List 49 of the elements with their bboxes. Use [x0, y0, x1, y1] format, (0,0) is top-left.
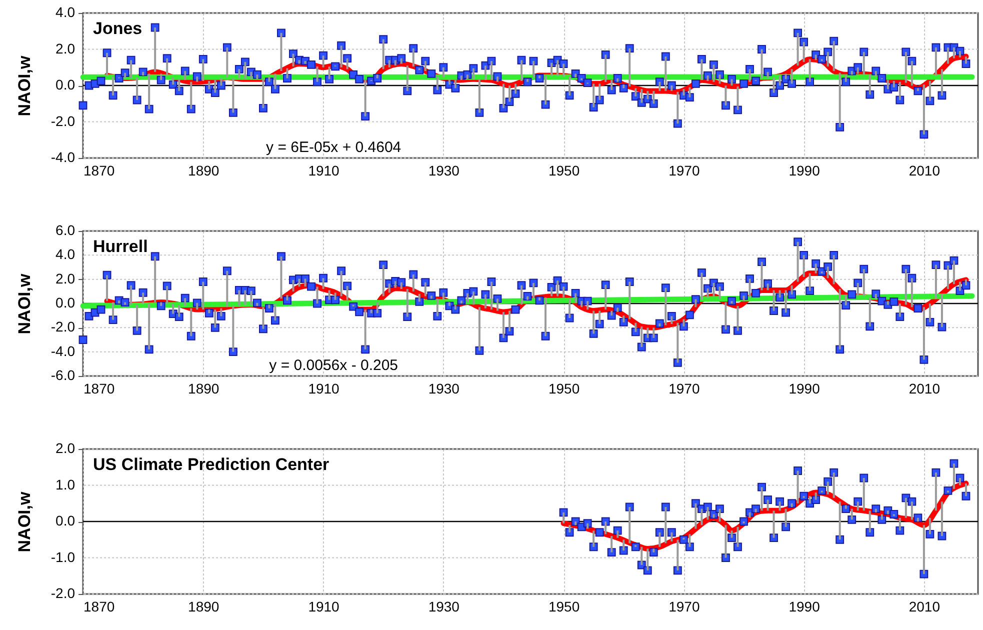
x-tick-label: 1990	[788, 598, 820, 614]
annotation: y = 6E-05x + 0.4604	[266, 139, 402, 156]
x-tick-label: 1950	[548, 598, 580, 614]
x-tick-label: 1970	[668, 598, 700, 614]
y-tick-label: -2.0	[50, 112, 76, 129]
annotation: y = 0.0056x - 0.205	[269, 357, 398, 374]
y-tick-label: -2.0	[50, 585, 76, 601]
y-tick-label: 2.0	[56, 440, 76, 456]
y-tick-label: 1.0	[56, 476, 76, 492]
x-tick-label: 1970	[668, 380, 700, 396]
x-tick-label: 1950	[548, 162, 580, 178]
x-tick-label: 1930	[428, 162, 460, 178]
x-tick-label: 1930	[428, 598, 460, 614]
y-tick-label: 0.0	[56, 76, 76, 92]
y-tick-label: -4.0	[50, 149, 76, 165]
y-tick-label: -4.0	[50, 342, 76, 359]
x-tick-label: 1990	[788, 380, 820, 396]
chart-title: Jones	[93, 19, 142, 38]
x-tick-label: 1970	[668, 162, 700, 178]
y-tick-label: 0.0	[56, 294, 76, 310]
x-tick-label: 2010	[908, 598, 940, 614]
x-tick-label: 1890	[188, 162, 220, 178]
x-tick-label: 1890	[188, 598, 220, 614]
x-tick-label: 2010	[908, 380, 940, 396]
x-tick-label: 1870	[84, 162, 115, 178]
y-tick-label: 4.0	[56, 246, 76, 262]
y-tick-label: 6.0	[56, 222, 76, 238]
x-tick-label: 1950	[548, 380, 580, 396]
y-axis-title: NAOI,w	[15, 273, 34, 334]
x-tick-label: 2010	[908, 162, 940, 178]
chart-title: Hurrell	[93, 237, 148, 256]
y-tick-label: -2.0	[50, 318, 76, 335]
y-tick-label: 2.0	[56, 270, 76, 286]
y-axis-title: NAOI,w	[15, 491, 34, 552]
x-tick-label: 1890	[188, 380, 220, 396]
y-tick-label: 0.0	[56, 512, 76, 528]
x-tick-label: 1990	[788, 162, 820, 178]
x-tick-label: 1910	[308, 598, 340, 614]
y-axis-title: NAOI,w	[15, 55, 34, 116]
y-tick-label: -1.0	[50, 548, 76, 565]
chart-title: US Climate Prediction Center	[93, 455, 330, 474]
x-tick-label: 1930	[428, 380, 460, 396]
y-tick-label: -6.0	[50, 367, 76, 383]
x-tick-label: 1870	[84, 598, 115, 614]
x-tick-label: 1910	[308, 380, 340, 396]
y-tick-label: 4.0	[56, 4, 76, 20]
x-tick-label: 1870	[84, 380, 115, 396]
y-tick-label: 2.0	[56, 40, 76, 56]
x-tick-label: 1910	[308, 162, 340, 178]
